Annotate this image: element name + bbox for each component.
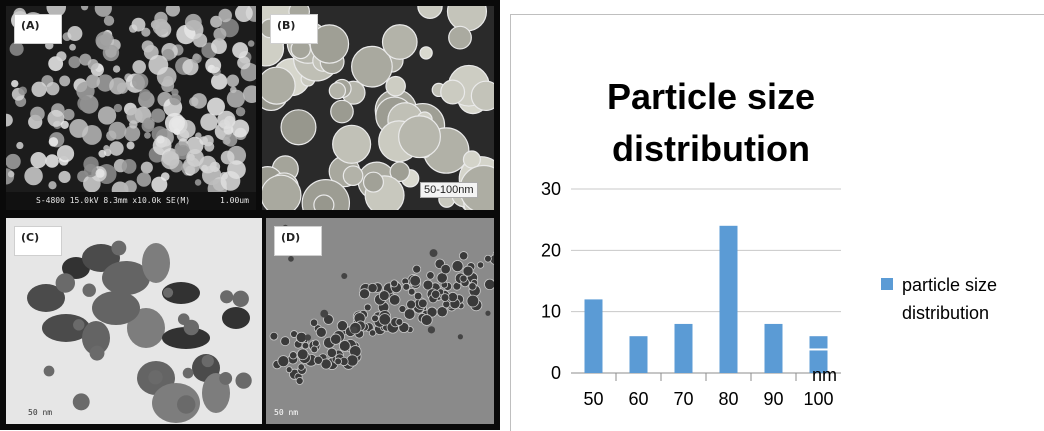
legend-swatch [881, 278, 893, 290]
panel-label-a: (A) [14, 14, 62, 44]
panel-d-scale-bar-label: 50 nm [274, 408, 299, 417]
bar-70 [674, 323, 693, 373]
x-tick-label: 60 [628, 389, 648, 409]
tem-image-c: (C) 50 nm [6, 218, 262, 424]
sem-image-b: (B) 50-100nm [262, 6, 494, 210]
chart-legend: particle size distribution [881, 271, 1042, 327]
bar-90 [764, 323, 783, 373]
y-tick-label: 10 [541, 302, 561, 322]
panel-label-d: (D) [274, 226, 322, 256]
panel-c-scale-bar-label: 50 nm [28, 408, 53, 417]
bar-60 [629, 336, 648, 373]
x-tick-label: 90 [763, 389, 783, 409]
x-tick-label: 80 [718, 389, 738, 409]
chart-title: Particle size distribution [606, 76, 816, 169]
panel-a-scale-info: S-4800 15.0kV 8.3mm x10.0k SE(M) [36, 196, 191, 205]
panel-label-b: (B) [270, 14, 318, 44]
x-axis-label: nm [812, 365, 837, 385]
x-tick-label: 100 [803, 389, 833, 409]
chart-plot-area: 0 10 20 30 50 60 70 80 90 100 nm [541, 179, 841, 409]
legend-label: particle size distribution [902, 275, 998, 323]
sem-image-a: (A) S-4800 15.0kV 8.3mm x10.0k SE(M) 1.0… [6, 6, 256, 210]
x-tick-label: 70 [673, 389, 693, 409]
y-tick-label: 20 [541, 240, 561, 260]
y-tick-label: 0 [551, 363, 561, 383]
particle-size-chart: Particle size distribution 0 10 20 30 50 60 70… [510, 14, 1044, 431]
bar-50 [584, 299, 603, 373]
panel-a-scale-bar-label: 1.00um [220, 196, 249, 205]
panel-label-c: (C) [14, 226, 62, 256]
y-tick-label: 30 [541, 179, 561, 199]
micrograph-panel: (A) S-4800 15.0kV 8.3mm x10.0k SE(M) 1.0… [0, 0, 500, 430]
bar-100 [809, 336, 828, 373]
bar-80 [719, 225, 738, 373]
panel-b-scale-bar: 50-100nm [420, 182, 478, 198]
tem-image-d: (D) 50 nm [266, 218, 494, 424]
x-tick-label: 50 [583, 389, 603, 409]
